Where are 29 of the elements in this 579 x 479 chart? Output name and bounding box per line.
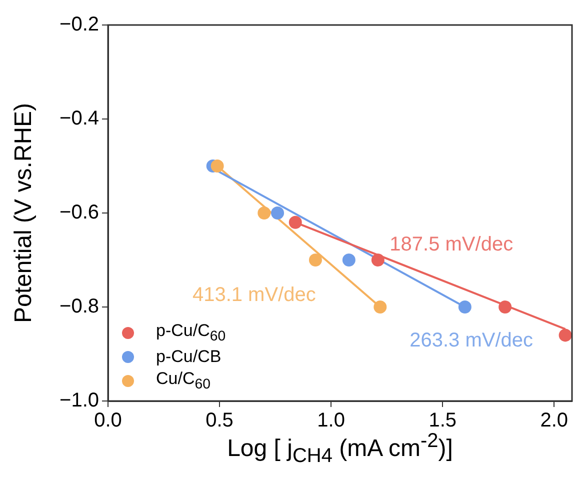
legend-label: p-Cu/C$_{60}$ <box>156 321 226 345</box>
point <box>210 160 224 172</box>
point <box>342 254 356 266</box>
point <box>308 254 322 266</box>
y-tick-label: −0.4 <box>60 108 99 130</box>
y-tick-label: −1.0 <box>60 390 99 412</box>
point <box>258 206 271 220</box>
x-tick-label: 0.5 <box>206 410 234 432</box>
y-tick-label: −0.2 <box>60 14 99 36</box>
y-tick-label: −0.6 <box>60 202 99 224</box>
y-axis-title: Potential (V vs.RHE) <box>10 102 38 324</box>
annotation: 263.3 mV/dec <box>410 329 534 352</box>
x-tick-label: 0.0 <box>94 410 122 432</box>
point <box>271 206 284 220</box>
y-tick-label: −0.8 <box>60 296 99 318</box>
point <box>371 254 384 266</box>
point <box>288 216 302 229</box>
point <box>458 300 472 314</box>
point <box>374 300 387 314</box>
x-tick-label: 2.0 <box>540 410 568 432</box>
point <box>558 328 572 342</box>
x-tick-label: 1.0 <box>317 410 345 432</box>
point <box>498 300 512 314</box>
legend-label: Cu/C$_{60}$ <box>156 369 210 393</box>
annotation: 187.5 mV/dec <box>390 233 514 256</box>
x-axis-title: Log [ j$_{CH4}$ (mA cm$^{-2}$)] <box>226 430 454 468</box>
x-tick-label: 1.5 <box>428 410 457 432</box>
annotation: 413.1 mV/dec <box>192 284 316 306</box>
legend-label: p-Cu/CB <box>156 347 222 367</box>
